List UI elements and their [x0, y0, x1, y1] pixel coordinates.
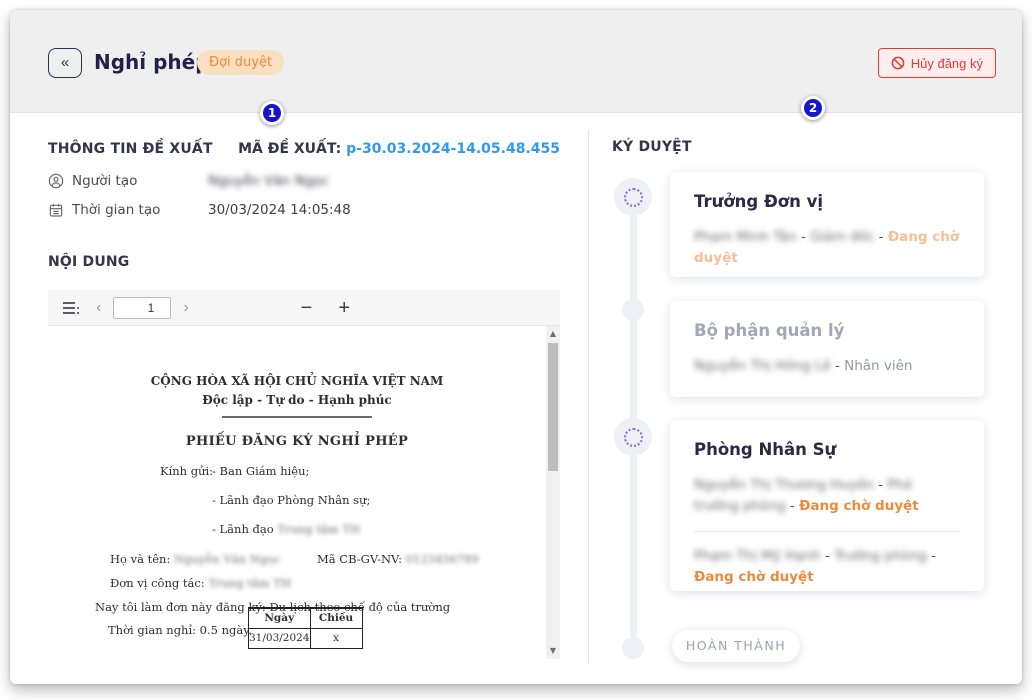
leave-request-window: « Nghỉ phép Đợi duyệt Hủy đăng ký 1 2 TH…	[10, 10, 1022, 684]
card-divider	[694, 530, 960, 532]
calendar-icon	[48, 202, 64, 218]
page-number-input[interactable]	[113, 296, 172, 319]
doc-table-header-session: Chiều	[309, 607, 363, 629]
content-section-title: NỘI DUNG	[48, 254, 130, 270]
timeline-node-step1	[614, 178, 652, 216]
scroll-up-icon[interactable]: ▲	[549, 329, 557, 338]
doc-motto-line2: Độc lập - Tự do - Hạnh phúc	[202, 393, 392, 407]
page-title: Nghỉ phép	[94, 50, 210, 74]
pdf-document-page: CỘNG HÒA XÃ HỘI CHỦ NGHĨA VIỆT NAM Độc l…	[48, 326, 546, 659]
signer-name: Phạm Thị Mỹ Hạnh	[694, 547, 821, 564]
complete-stage-pill: HOÀN THÀNH	[672, 630, 800, 662]
doc-recipient-3-redacted: Trung tâm TH	[277, 522, 361, 536]
signer-role: Phó trưởng phòng	[694, 477, 913, 514]
spinner-icon	[623, 427, 643, 447]
doc-unit-value: Trung tâm TH	[208, 576, 292, 590]
signer-role: Nhân viên	[844, 358, 913, 374]
timeline-node-step3	[614, 418, 652, 456]
creator-label: Người tạo	[72, 173, 138, 189]
approval-step-title: Trưởng Đơn vị	[694, 192, 824, 211]
doc-staff-code-value: 0123456789	[405, 552, 479, 566]
signer-role: Trưởng phòng	[834, 547, 927, 564]
annotation-badge-1: 1	[260, 101, 284, 125]
signer-name: Nguyễn Thị Thương Huyền	[694, 477, 874, 493]
pdf-toolbar: ‹ › − +	[48, 290, 560, 326]
pdf-scrollbar-thumb[interactable]	[548, 343, 558, 471]
doc-leave-table: Ngày Chiều 31/03/2024 x	[248, 607, 363, 649]
doc-name-line: Họ và tên: Nguyễn Văn Ngọc	[110, 552, 281, 566]
doc-duration-line: Thời gian nghỉ: 0.5 ngày.	[108, 623, 252, 637]
signer-status: Đang chờ duyệt	[799, 497, 919, 514]
proposal-info-header: THÔNG TIN ĐỀ XUẤT MÃ ĐỀ XUẤT: p-30.03.20…	[48, 141, 560, 157]
doc-recipient-1: - Ban Giám hiệu;	[212, 464, 310, 478]
panel-divider	[588, 130, 589, 663]
zoom-out-button[interactable]: −	[297, 296, 317, 320]
signer-role: Giám đốc	[810, 229, 875, 245]
doc-table-session: x	[309, 627, 363, 649]
timeline-node-step2	[622, 299, 644, 321]
table-row: 31/03/2024 x	[248, 627, 363, 649]
signer-name: Phạm Minh Tân	[694, 229, 797, 245]
signer-status: Đang chờ duyệt	[694, 229, 960, 266]
no-entry-icon	[891, 56, 905, 70]
thumbnails-sidebar-button[interactable]	[58, 299, 84, 317]
signer-status: Đang chờ duyệt	[694, 568, 814, 585]
doc-motto-rule	[222, 416, 372, 418]
proposal-code-label: MÃ ĐỀ XUẤT:	[238, 141, 342, 157]
zoom-in-button[interactable]: +	[334, 296, 354, 320]
user-icon	[48, 173, 64, 189]
created-time-label: Thời gian tạo	[72, 202, 161, 218]
doc-unit-line: Đơn vị công tác: Trung tâm TH	[110, 576, 292, 590]
doc-salutation: Kính gửi:	[160, 464, 214, 478]
previous-page-button[interactable]: ‹	[92, 298, 105, 318]
approval-step-title: Bộ phận quản lý	[694, 321, 845, 340]
proposal-code: MÃ ĐỀ XUẤT: p-30.03.2024-14.05.48.455	[238, 141, 560, 157]
approval-card-truong-don-vi: Trưởng Đơn vị Phạm Minh Tân - Giám đốc -…	[670, 172, 984, 277]
pdf-scrollbar[interactable]: ▲ ▼	[546, 326, 560, 659]
annotation-badge-2: 2	[801, 96, 825, 120]
next-page-button[interactable]: ›	[179, 298, 192, 318]
created-time-value: 30/03/2024 14:05:48	[208, 202, 351, 218]
doc-name-value: Nguyễn Văn Ngọc	[173, 552, 281, 566]
creator-row: Người tạo Nguyễn Văn Ngọc	[48, 173, 560, 189]
signer-row: Nguyễn Thị Hồng Lê - Nhân viên	[694, 358, 913, 374]
approval-card-phong-nhan-su: Phòng Nhân Sự Nguyễn Thị Thương Huyền - …	[670, 420, 984, 591]
signer-name: Nguyễn Thị Hồng Lê	[694, 358, 831, 374]
scroll-down-icon[interactable]: ▼	[549, 646, 557, 655]
proposal-code-value: p-30.03.2024-14.05.48.455	[346, 141, 560, 157]
back-button[interactable]: «	[48, 48, 82, 78]
created-time-row: Thời gian tạo 30/03/2024 14:05:48	[48, 202, 560, 218]
timeline-node-complete	[622, 637, 644, 659]
proposal-section-title: THÔNG TIN ĐỀ XUẤT	[48, 141, 213, 157]
doc-table-header-date: Ngày	[248, 607, 311, 629]
signer-row: Phạm Thị Mỹ Hạnh - Trưởng phòng - Đang c…	[694, 547, 936, 585]
cancel-registration-button[interactable]: Hủy đăng ký	[877, 48, 996, 78]
doc-staff-code-line: Mã CB-GV-NV: 0123456789	[317, 552, 479, 566]
doc-recipient-2: - Lãnh đạo Phòng Nhân sự;	[212, 493, 371, 507]
approval-card-bo-phan-quan-ly: Bộ phận quản lý Nguyễn Thị Hồng Lê - Nhâ…	[670, 301, 984, 397]
creator-value: Nguyễn Văn Ngọc	[208, 173, 330, 189]
main-content: THÔNG TIN ĐỀ XUẤT MÃ ĐỀ XUẤT: p-30.03.20…	[10, 113, 1022, 684]
approval-section-title: KÝ DUYỆT	[612, 139, 692, 155]
doc-recipient-3: - Lãnh đạo Trung tâm TH	[212, 522, 361, 536]
doc-motto-line1: CỘNG HÒA XÃ HỘI CHỦ NGHĨA VIỆT NAM	[150, 374, 444, 388]
doc-title: PHIẾU ĐĂNG KÝ NGHỈ PHÉP	[185, 434, 409, 449]
pdf-viewer: ‹ › − + CỘNG HÒA XÃ HỘI CHỦ NGHĨA VIỆT N…	[48, 290, 560, 659]
page-header: « Nghỉ phép Đợi duyệt Hủy đăng ký	[10, 10, 1022, 113]
doc-table-date: 31/03/2024	[248, 627, 311, 649]
status-badge: Đợi duyệt	[197, 50, 285, 75]
cancel-registration-label: Hủy đăng ký	[910, 55, 983, 71]
signer-row: Nguyễn Thị Thương Huyền - Phó trưởng phò…	[694, 477, 919, 514]
signer-row: Phạm Minh Tân - Giám đốc - Đang chờ duyệ…	[694, 229, 960, 266]
spinner-icon	[623, 187, 643, 207]
approval-step-title: Phòng Nhân Sự	[694, 440, 837, 459]
